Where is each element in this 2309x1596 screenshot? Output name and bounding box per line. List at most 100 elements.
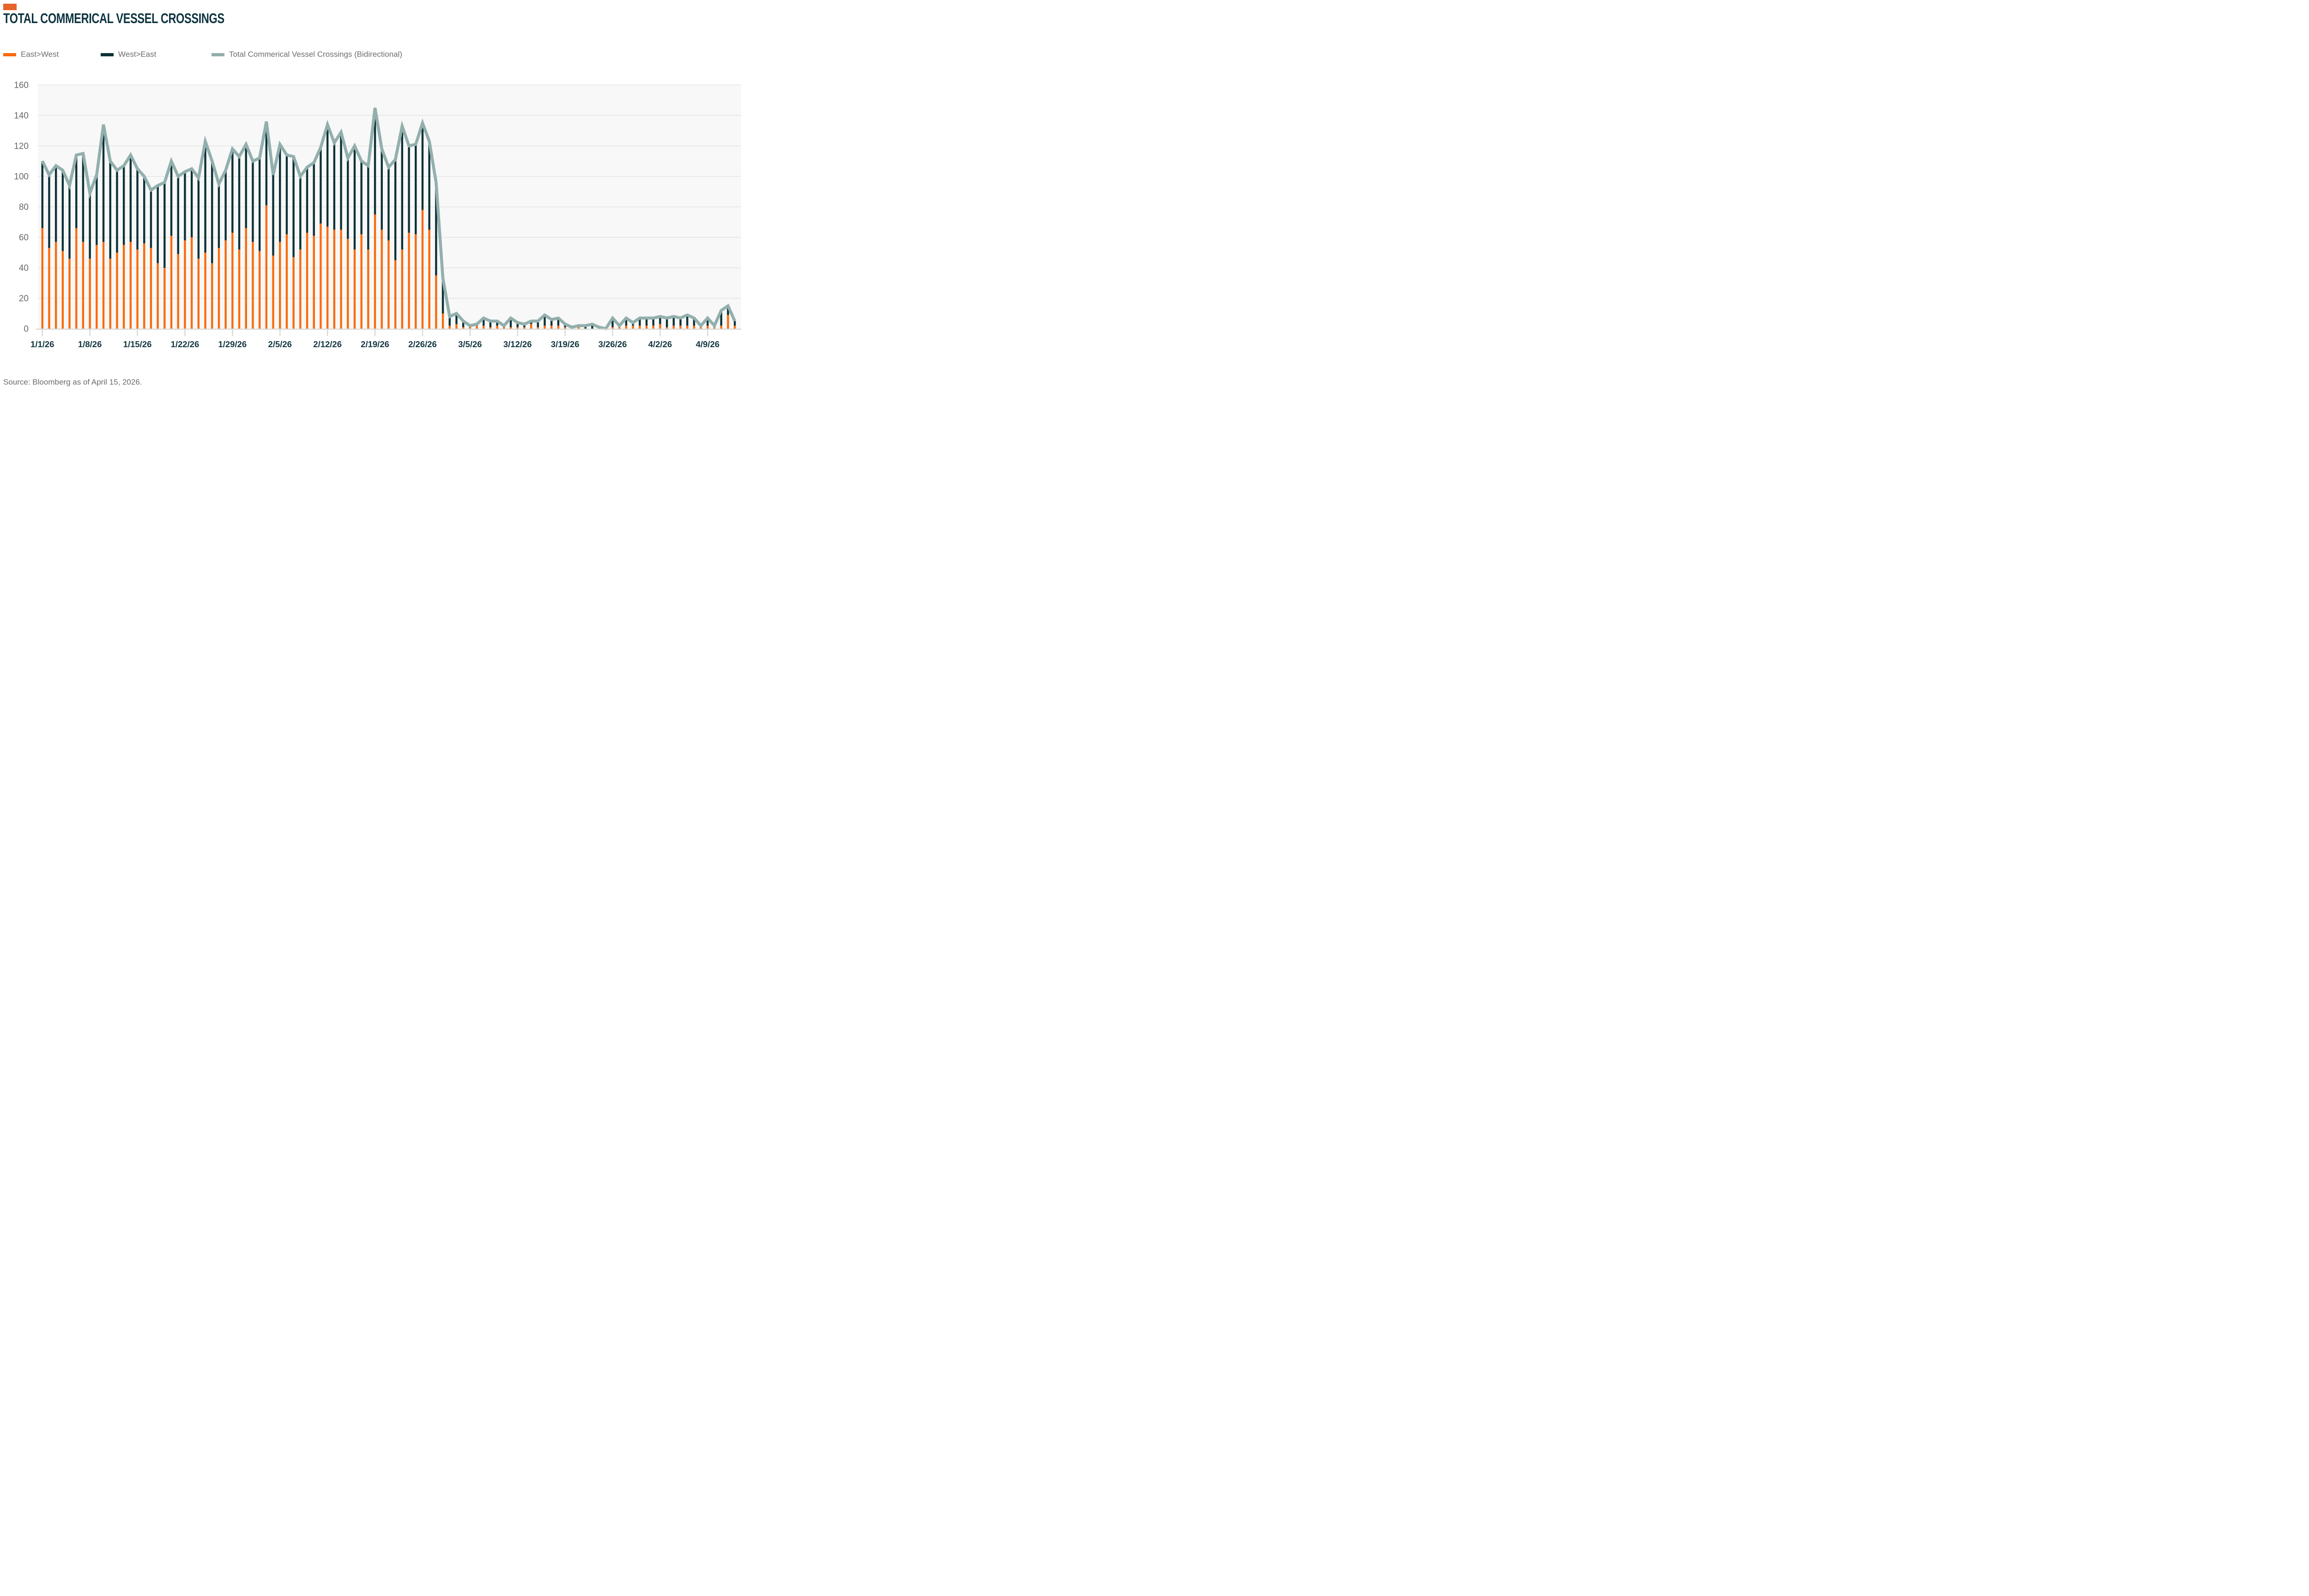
bar-west-east-segment [129, 155, 132, 242]
bar-east-west-segment [387, 240, 390, 329]
bar-east-west-segment [428, 229, 430, 329]
legend-item-total-line: Total Commerical Vessel Crossings (Bidir… [212, 50, 402, 59]
y-tick-label: 0 [24, 325, 29, 334]
bar-west-east-segment [415, 144, 417, 235]
bar-west-east-segment [150, 190, 152, 248]
bar-east-west-segment [652, 325, 654, 329]
bar-west-east-segment [665, 318, 668, 327]
bar-east-west-segment [109, 259, 111, 329]
bar-east-west-segment [665, 327, 668, 329]
bar-east-west-segment [150, 248, 152, 329]
x-tick-label: 4/9/26 [696, 339, 719, 349]
bar-west-east-segment [550, 319, 553, 326]
bar-east-west-segment [61, 251, 64, 329]
bar-east-west-segment [82, 241, 85, 329]
bar-west-east-segment [374, 108, 376, 215]
bar-east-west-segment [693, 325, 695, 329]
bar-east-west-segment [367, 249, 369, 329]
x-tick-label: 1/29/26 [218, 339, 247, 349]
bar-east-west-segment [448, 325, 451, 329]
bar-east-west-segment [625, 325, 628, 329]
bar-west-east-segment [238, 157, 241, 250]
bar-west-east-segment [82, 153, 85, 242]
bar-east-west-segment [557, 325, 560, 329]
bar-west-east-segment [408, 146, 410, 233]
bar-west-east-segment [197, 178, 200, 259]
bar-east-west-segment [686, 325, 689, 329]
bar-west-east-segment [285, 155, 288, 235]
bar-west-east-segment [584, 325, 586, 329]
x-tick-label: 3/12/26 [503, 339, 532, 349]
bar-west-east-segment [313, 163, 315, 236]
bar-west-east-segment [353, 146, 356, 250]
bar-east-west-segment [190, 237, 193, 329]
bar-east-west-segment [483, 325, 485, 329]
bar-west-east-segment [435, 182, 437, 276]
bar-east-west-segment [340, 229, 342, 329]
bar-east-west-segment [231, 233, 234, 329]
bar-east-west-segment [707, 325, 709, 329]
bar-west-east-segment [54, 165, 57, 242]
bar-west-east-segment [360, 161, 363, 235]
legend-swatch-west-east [101, 53, 114, 56]
bar-west-east-segment [496, 321, 498, 326]
bar-west-east-segment [170, 161, 173, 236]
bar-east-west-segment [285, 234, 288, 329]
bar-east-west-segment [313, 235, 315, 329]
bar-west-east-segment [61, 170, 64, 251]
bar-east-west-segment [157, 263, 159, 329]
bar-west-east-segment [265, 121, 268, 205]
bar-east-west-segment [733, 325, 736, 329]
bar-east-west-segment [333, 229, 336, 329]
bar-east-west-segment [469, 327, 471, 329]
bar-east-west-segment [143, 243, 145, 329]
bar-west-east-segment [272, 175, 274, 256]
bar-east-west-segment [41, 228, 43, 329]
bar-east-west-segment [252, 241, 254, 329]
legend-item-west-east: West>East [101, 50, 156, 59]
bar-east-west-segment [415, 234, 417, 329]
bar-east-west-segment [258, 251, 261, 329]
bar-west-east-segment [462, 321, 465, 327]
bar-west-east-segment [218, 184, 220, 248]
bar-west-east-segment [693, 318, 695, 326]
bar-east-west-segment [435, 275, 437, 329]
bar-west-east-segment [306, 167, 308, 233]
bar-west-east-segment [96, 175, 98, 245]
x-tick-label: 1/22/26 [171, 339, 199, 349]
bar-east-west-segment [75, 228, 78, 329]
bar-west-east-segment [509, 318, 512, 327]
bar-west-east-segment [116, 170, 118, 253]
bar-west-east-segment [720, 310, 722, 326]
bar-east-west-segment [441, 313, 444, 329]
bar-east-west-segment [544, 325, 546, 329]
bar-west-east-segment [428, 141, 430, 230]
chart-title: TOTAL COMMERICAL VESSEL CROSSINGS [3, 10, 224, 26]
bar-east-west-segment [360, 234, 363, 329]
x-tick-label: 3/19/26 [551, 339, 580, 349]
bar-east-west-segment [679, 325, 682, 329]
bar-east-west-segment [102, 241, 105, 329]
source-note: Source: Bloomberg as of April 15, 2026. [3, 378, 142, 386]
bar-west-east-segment [672, 316, 675, 326]
y-tick-label: 60 [19, 233, 29, 243]
bar-west-east-segment [381, 149, 383, 230]
bar-east-west-segment [320, 223, 322, 329]
bar-east-west-segment [611, 327, 614, 329]
bar-east-west-segment [211, 263, 213, 329]
legend-label: West>East [118, 50, 157, 59]
legend-swatch-east-west [3, 53, 16, 56]
bar-east-west-segment [476, 325, 478, 329]
bar-east-west-segment [197, 259, 200, 329]
bar-east-west-segment [299, 249, 302, 329]
x-tick-label: 2/19/26 [361, 339, 389, 349]
x-tick-label: 1/15/26 [123, 339, 152, 349]
y-tick-label: 160 [14, 81, 29, 90]
bar-west-east-segment [177, 176, 179, 254]
bar-west-east-segment [102, 124, 105, 242]
bar-west-east-segment [163, 182, 166, 268]
bar-west-east-segment [122, 165, 125, 245]
bar-east-west-segment [218, 248, 220, 329]
bar-west-east-segment [231, 149, 234, 233]
y-tick-label: 140 [14, 111, 29, 121]
